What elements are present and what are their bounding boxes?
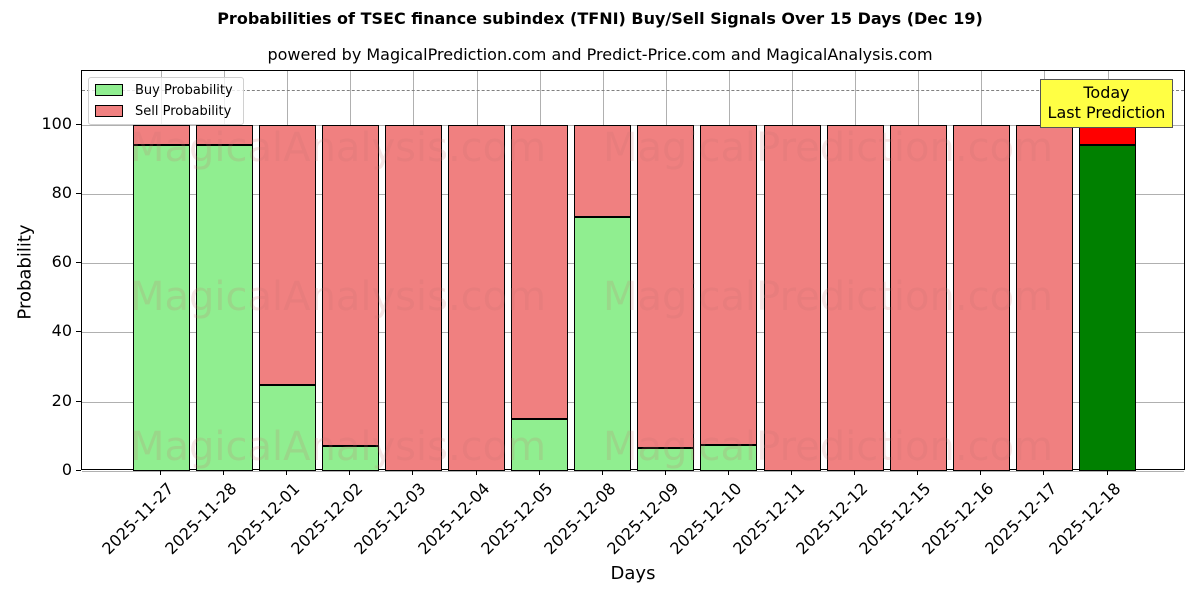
y-tick-mark [76, 400, 81, 402]
bar-sell [511, 124, 569, 420]
bar-sell [321, 124, 379, 447]
bar-buy [258, 385, 316, 471]
x-tick-mark [854, 470, 856, 475]
legend-label-buy: Buy Probability [135, 82, 233, 98]
bar-sell [637, 124, 695, 448]
bar-buy [700, 445, 758, 471]
annotation-line-1: Today [1083, 83, 1130, 102]
legend-item-sell: Sell Probability [95, 103, 232, 119]
x-tick-mark [475, 470, 477, 475]
x-tick-mark [412, 470, 414, 475]
bar-sell [384, 124, 442, 471]
x-tick-mark [1043, 470, 1045, 475]
annotation-line-2: Last Prediction [1047, 103, 1166, 122]
grid-line-horizontal [82, 332, 1184, 334]
x-tick-mark [1106, 470, 1108, 475]
bar-sell [826, 124, 884, 471]
legend-item-buy: Buy Probability [95, 82, 233, 98]
x-axis-label: Days [610, 563, 656, 584]
y-tick-mark [76, 192, 81, 194]
y-tick-mark [76, 262, 81, 264]
reference-line [82, 90, 1184, 92]
x-tick-mark [980, 470, 982, 475]
bar-sell [1015, 124, 1073, 471]
grid-line-horizontal [82, 401, 1184, 403]
bar-sell [132, 124, 190, 146]
y-axis-label: Probability [14, 224, 36, 320]
x-tick-mark [664, 470, 666, 475]
grid-line-horizontal [82, 263, 1184, 265]
y-tick-label: 60 [51, 252, 72, 272]
bar-sell [448, 124, 505, 471]
bar-buy [574, 217, 632, 471]
y-tick-mark [76, 331, 81, 333]
sell-swatch-icon [95, 105, 123, 117]
legend-label-sell: Sell Probability [135, 103, 232, 119]
y-tick-label: 40 [51, 321, 72, 341]
bar-sell [258, 124, 316, 386]
x-tick-mark [727, 470, 729, 475]
y-tick-label: 20 [51, 390, 72, 410]
chart-title: Probabilities of TSEC finance subindex (… [217, 9, 983, 28]
x-tick-mark [601, 470, 603, 475]
today-annotation: Today Last Prediction [1040, 79, 1173, 128]
y-tick-label: 80 [51, 182, 72, 202]
x-tick-mark [917, 470, 919, 475]
y-tick-label: 0 [61, 460, 72, 479]
x-tick-mark [160, 470, 161, 475]
grid-line-horizontal [82, 193, 1184, 195]
bar-buy [1079, 145, 1136, 471]
grid-line-horizontal [82, 471, 1184, 472]
bar-buy [637, 447, 695, 471]
x-tick-mark [791, 470, 792, 475]
bar-buy [132, 145, 190, 471]
x-tick-mark [538, 470, 540, 475]
x-tick-mark [223, 470, 225, 475]
bar-sell [195, 124, 253, 146]
y-tick-label: 100 [41, 113, 72, 133]
grid-line-horizontal [82, 124, 1184, 126]
y-tick-mark [76, 123, 81, 125]
legend: Buy Probability Sell Probability [88, 77, 244, 125]
bar-buy [511, 419, 569, 471]
bar-sell [700, 124, 758, 446]
bar-sell [763, 124, 821, 471]
chart-subtitle: powered by MagicalPrediction.com and Pre… [267, 45, 933, 64]
y-tick-mark [76, 470, 81, 471]
plot-area [81, 70, 1185, 472]
bar-sell [574, 124, 632, 218]
x-tick-mark [349, 470, 351, 475]
bar-buy [321, 446, 379, 471]
bar-sell [889, 124, 947, 471]
bar-sell [952, 124, 1010, 471]
bar-buy [195, 145, 253, 471]
x-tick-mark [286, 470, 288, 475]
buy-swatch-icon [95, 84, 123, 96]
